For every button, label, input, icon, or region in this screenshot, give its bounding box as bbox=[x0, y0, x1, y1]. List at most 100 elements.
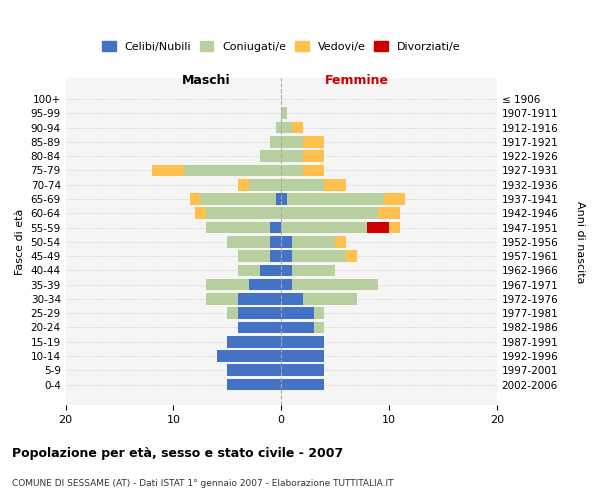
Bar bbox=[206, 208, 281, 219]
Bar bbox=[281, 378, 325, 390]
Bar bbox=[281, 136, 325, 147]
Bar bbox=[206, 293, 281, 305]
Bar bbox=[281, 193, 383, 205]
Bar bbox=[238, 322, 281, 334]
Bar bbox=[217, 350, 281, 362]
Bar bbox=[281, 164, 303, 176]
Bar bbox=[281, 308, 325, 319]
Bar bbox=[281, 336, 325, 347]
Text: Popolazione per età, sesso e stato civile - 2007: Popolazione per età, sesso e stato civil… bbox=[12, 448, 343, 460]
Bar bbox=[227, 378, 281, 390]
Bar bbox=[281, 364, 325, 376]
Bar bbox=[281, 236, 346, 248]
Bar bbox=[227, 236, 281, 248]
Bar bbox=[238, 308, 281, 319]
Bar bbox=[249, 179, 281, 190]
Bar bbox=[281, 279, 378, 290]
Bar bbox=[281, 150, 325, 162]
Bar bbox=[281, 150, 303, 162]
Bar bbox=[249, 279, 281, 290]
Bar bbox=[281, 378, 325, 390]
Bar bbox=[206, 279, 281, 290]
Bar bbox=[238, 264, 281, 276]
Bar bbox=[227, 378, 281, 390]
Bar bbox=[238, 250, 281, 262]
Bar bbox=[281, 108, 287, 119]
Bar bbox=[238, 322, 281, 334]
Text: Femmine: Femmine bbox=[325, 74, 389, 87]
Bar bbox=[227, 308, 281, 319]
Bar bbox=[281, 322, 325, 334]
Bar bbox=[281, 322, 314, 334]
Bar bbox=[281, 336, 325, 347]
Bar bbox=[227, 236, 281, 248]
Bar bbox=[281, 208, 400, 219]
Bar bbox=[238, 264, 281, 276]
Bar bbox=[281, 308, 325, 319]
Bar bbox=[260, 150, 281, 162]
Bar bbox=[281, 350, 325, 362]
Bar bbox=[281, 364, 325, 376]
Bar bbox=[281, 164, 325, 176]
Bar bbox=[281, 193, 287, 205]
Bar bbox=[281, 222, 400, 234]
Bar bbox=[281, 179, 346, 190]
Bar bbox=[238, 322, 281, 334]
Bar bbox=[281, 350, 325, 362]
Bar bbox=[227, 236, 281, 248]
Bar bbox=[249, 179, 281, 190]
Bar bbox=[227, 336, 281, 347]
Bar bbox=[276, 193, 281, 205]
Bar bbox=[227, 336, 281, 347]
Bar bbox=[260, 264, 281, 276]
Bar bbox=[281, 222, 367, 234]
Bar bbox=[217, 350, 281, 362]
Bar bbox=[190, 193, 281, 205]
Bar bbox=[281, 250, 346, 262]
Bar bbox=[281, 179, 325, 190]
Bar bbox=[281, 293, 356, 305]
Bar bbox=[271, 222, 281, 234]
Bar bbox=[206, 293, 281, 305]
Bar bbox=[227, 336, 281, 347]
Bar bbox=[281, 279, 292, 290]
Bar bbox=[206, 222, 281, 234]
Bar bbox=[281, 336, 325, 347]
Bar bbox=[281, 236, 335, 248]
Bar bbox=[281, 322, 325, 334]
Bar bbox=[281, 150, 303, 162]
Bar bbox=[281, 236, 292, 248]
Y-axis label: Fasce di età: Fasce di età bbox=[15, 208, 25, 275]
Bar bbox=[227, 308, 281, 319]
Bar bbox=[281, 179, 325, 190]
Bar bbox=[271, 136, 281, 147]
Bar bbox=[271, 136, 281, 147]
Text: COMUNE DI SESSAME (AT) - Dati ISTAT 1° gennaio 2007 - Elaborazione TUTTITALIA.IT: COMUNE DI SESSAME (AT) - Dati ISTAT 1° g… bbox=[12, 479, 394, 488]
Bar bbox=[217, 350, 281, 362]
Bar bbox=[281, 378, 325, 390]
Bar bbox=[281, 122, 303, 134]
Bar bbox=[281, 350, 325, 362]
Bar bbox=[281, 122, 292, 134]
Bar bbox=[281, 378, 325, 390]
Bar bbox=[238, 322, 281, 334]
Bar bbox=[206, 208, 281, 219]
Bar bbox=[238, 293, 281, 305]
Bar bbox=[281, 108, 287, 119]
Bar bbox=[281, 208, 378, 219]
Bar bbox=[227, 378, 281, 390]
Bar bbox=[281, 236, 335, 248]
Bar bbox=[260, 150, 281, 162]
Bar bbox=[281, 164, 303, 176]
Bar bbox=[281, 122, 292, 134]
Bar bbox=[200, 193, 281, 205]
Bar bbox=[276, 122, 281, 134]
Bar bbox=[227, 364, 281, 376]
Bar bbox=[227, 308, 281, 319]
Bar bbox=[260, 150, 281, 162]
Bar bbox=[227, 336, 281, 347]
Bar bbox=[238, 264, 281, 276]
Bar bbox=[281, 336, 325, 347]
Bar bbox=[281, 222, 389, 234]
Bar bbox=[281, 108, 287, 119]
